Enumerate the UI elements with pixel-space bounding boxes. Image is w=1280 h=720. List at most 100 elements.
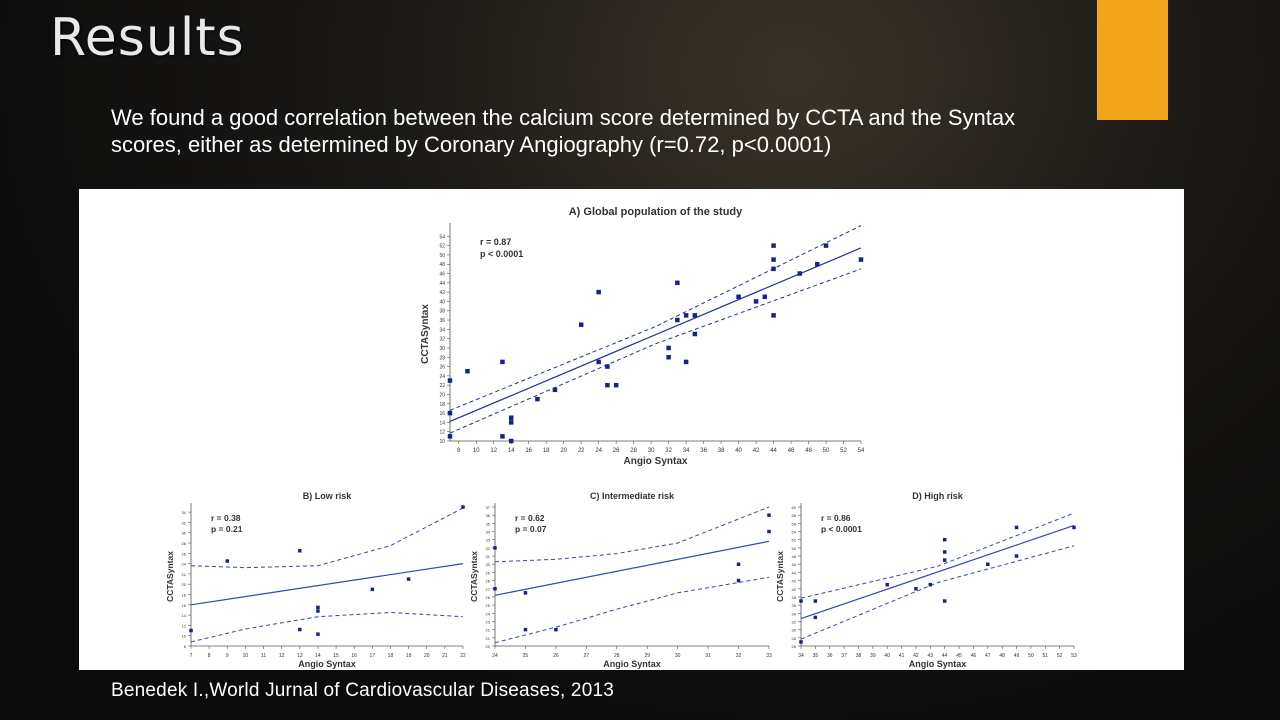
y-tick-label: 12 xyxy=(182,623,187,628)
data-point xyxy=(406,577,411,581)
x-tick-label: 34 xyxy=(683,448,690,454)
x-tick-label: 51 xyxy=(1042,653,1048,659)
y-tick-label: 50 xyxy=(439,253,445,259)
x-tick-label: 37 xyxy=(841,653,847,659)
x-tick-label: 26 xyxy=(553,653,559,659)
y-tick-label: 8 xyxy=(184,644,187,649)
y-tick-label: 35 xyxy=(486,521,491,526)
y-tick-label: 28 xyxy=(486,579,491,584)
data-point xyxy=(942,550,947,554)
x-tick-label: 29 xyxy=(644,653,650,659)
data-point xyxy=(508,415,514,420)
data-point xyxy=(554,627,558,632)
data-point xyxy=(465,368,470,374)
x-tick-label: 28 xyxy=(614,653,620,659)
data-point xyxy=(771,257,776,262)
x-tick-label: 49 xyxy=(1014,653,1020,659)
y-tick-label: 26 xyxy=(486,595,491,600)
chart-title: B) Low risk xyxy=(303,491,353,501)
data-point xyxy=(493,546,497,550)
x-tick-label: 27 xyxy=(584,653,590,659)
x-tick-label: 12 xyxy=(279,653,285,659)
y-tick-label: 26 xyxy=(792,644,797,649)
data-point xyxy=(447,434,453,439)
data-point xyxy=(298,549,302,553)
x-tick-label: 20 xyxy=(424,653,430,659)
data-point xyxy=(771,266,776,272)
data-point xyxy=(189,628,193,633)
y-tick-label: 20 xyxy=(182,582,187,587)
x-axis-label: Angio Syntax xyxy=(298,659,356,669)
data-point xyxy=(986,562,990,566)
x-tick-label: 16 xyxy=(525,448,532,454)
data-point xyxy=(885,582,889,587)
data-point xyxy=(797,271,803,276)
data-point xyxy=(683,359,689,365)
data-point xyxy=(799,599,803,603)
chart-title: A) Global population of the study xyxy=(569,206,743,218)
data-point xyxy=(493,587,497,591)
y-tick-label: 20 xyxy=(486,644,491,649)
data-point xyxy=(1014,525,1019,530)
data-point xyxy=(596,359,601,365)
citation: Benedek I.,World Jurnal of Cardiovascula… xyxy=(111,680,614,701)
y-tick-label: 14 xyxy=(182,613,187,618)
x-tick-label: 46 xyxy=(971,653,977,659)
x-tick-label: 44 xyxy=(770,448,777,454)
y-tick-label: 30 xyxy=(792,628,797,633)
x-tick-label: 15 xyxy=(333,653,339,659)
y-tick-label: 30 xyxy=(486,562,491,567)
x-tick-label: 20 xyxy=(560,448,567,454)
y-tick-label: 37 xyxy=(486,505,491,510)
x-tick-label: 18 xyxy=(543,448,550,454)
data-point xyxy=(508,420,514,425)
x-tick-label: 50 xyxy=(823,448,830,454)
x-axis-label: Angio Syntax xyxy=(909,659,967,669)
x-tick-label: 38 xyxy=(856,653,862,659)
x-tick-label: 10 xyxy=(473,448,480,454)
y-tick-label: 34 xyxy=(439,327,445,333)
y-tick-label: 24 xyxy=(486,611,491,616)
y-tick-label: 34 xyxy=(486,530,491,535)
chart-title: C) Intermediate risk xyxy=(590,491,675,501)
y-tick-label: 31 xyxy=(486,554,491,559)
x-tick-label: 41 xyxy=(899,653,905,659)
y-tick-label: 54 xyxy=(439,234,445,240)
x-tick-label: 21 xyxy=(442,653,448,659)
data-point xyxy=(298,627,302,632)
y-tick-label: 38 xyxy=(439,309,445,315)
scatter-figure: 8 10 12 14 16 18 20 22 24 26 28 30 32 34 36 38 40 42 44 46 4… xyxy=(165,206,1077,669)
x-tick-label: 43 xyxy=(928,653,934,659)
data-point xyxy=(928,582,933,587)
y-tick-label: 32 xyxy=(182,520,187,525)
x-tick-label: 53 xyxy=(1071,653,1077,659)
x-tick-label: 45 xyxy=(956,653,962,659)
y-tick-label: 29 xyxy=(486,570,491,575)
data-point xyxy=(675,317,680,323)
ci-upper-line xyxy=(800,512,1075,599)
x-tick-label: 26 xyxy=(613,448,620,454)
data-point xyxy=(523,627,528,632)
ci-lower-line xyxy=(449,268,862,434)
y-tick-label: 42 xyxy=(792,579,797,584)
data-point xyxy=(225,559,230,563)
data-point xyxy=(692,331,698,337)
x-tick-label: 52 xyxy=(840,448,847,454)
x-tick-label: 22 xyxy=(578,448,585,454)
data-point xyxy=(736,562,741,566)
data-point xyxy=(370,587,375,592)
data-point xyxy=(447,378,453,383)
y-tick-label: 28 xyxy=(439,355,445,361)
y-tick-label: 22 xyxy=(182,572,187,577)
data-point xyxy=(500,359,505,365)
y-tick-label: 60 xyxy=(792,505,797,510)
x-tick-label: 36 xyxy=(827,653,833,659)
x-tick-label: 10 xyxy=(243,653,249,659)
y-tick-label: 40 xyxy=(792,587,797,592)
x-tick-label: 31 xyxy=(705,653,711,659)
data-point xyxy=(535,396,540,402)
y-tick-label: 28 xyxy=(792,636,797,641)
y-tick-label: 48 xyxy=(439,262,445,268)
y-axis-label: CCTASyntax xyxy=(775,551,785,602)
stat-annotation: r = 0.38 xyxy=(211,513,241,523)
